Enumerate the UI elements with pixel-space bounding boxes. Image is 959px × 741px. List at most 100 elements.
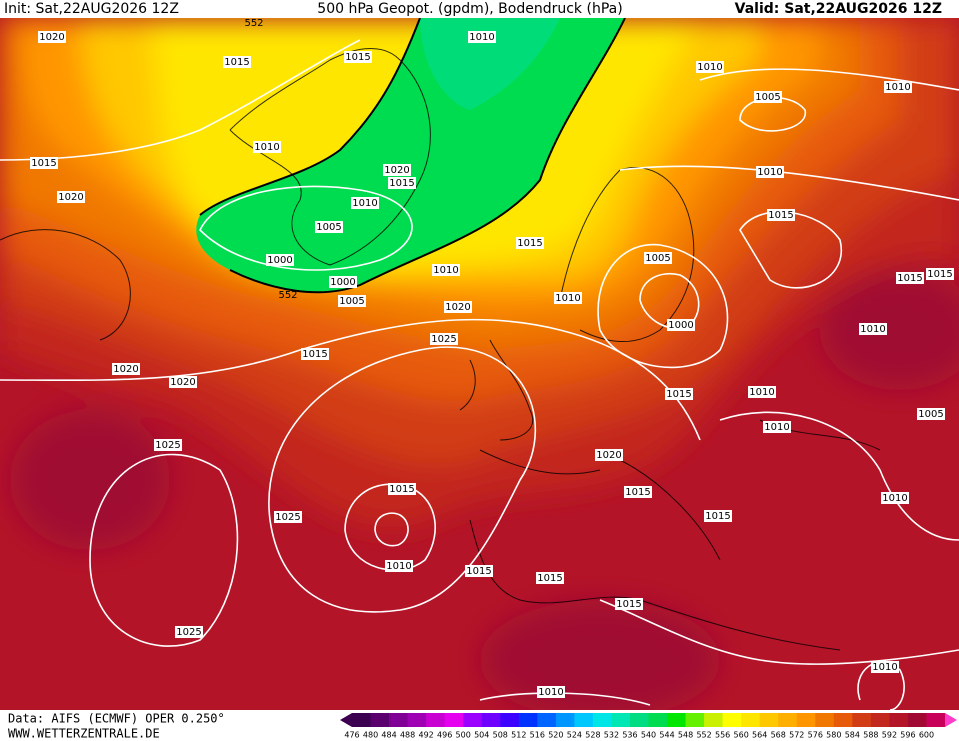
colorbar-swatch [611, 713, 631, 727]
colorbar-swatch [500, 713, 520, 727]
isobar-label-box [896, 272, 924, 284]
contour-label: 552 [244, 18, 263, 29]
colorbar-swatch [537, 713, 557, 727]
isobar-label: 1025 [431, 334, 456, 345]
isobar-label-box [859, 323, 887, 335]
isobar-label: 1015 [345, 52, 370, 63]
isobar-label: 1010 [872, 662, 897, 673]
isobar-label: 1025 [155, 440, 180, 451]
isobar-label: 1025 [275, 512, 300, 523]
isobar-label-box [169, 376, 197, 388]
isobar-label: 1020 [596, 450, 621, 461]
isobar-label-box [624, 486, 652, 498]
isobar-label-box [57, 191, 85, 203]
isobar-label: 1005 [339, 296, 364, 307]
isobar-label-box [667, 319, 695, 331]
isobar-label-box [748, 386, 776, 398]
colorbar-label: 480 [363, 731, 378, 740]
isobar-label: 1015 [537, 573, 562, 584]
colorbar-label: 556 [715, 731, 730, 740]
isobar-label-box [756, 166, 784, 178]
colorbar-swatch [667, 713, 687, 727]
isobar-label: 1010 [555, 293, 580, 304]
isobar-label: 1010 [764, 422, 789, 433]
isobar-label: 1010 [860, 324, 885, 335]
isobar-label-box [266, 254, 294, 266]
colorbar-label: 524 [567, 731, 582, 740]
colorbar-label: 504 [474, 731, 489, 740]
isobar-label-box [351, 197, 379, 209]
isobar-label-box [385, 560, 413, 572]
isobar-label: 1010 [254, 142, 279, 153]
isobar-label: 1005 [645, 253, 670, 264]
colorbar-label: 560 [734, 731, 749, 740]
colorbar-label: 496 [437, 731, 452, 740]
isobar-label: 1015 [466, 566, 491, 577]
colorbar-swatch [352, 713, 372, 727]
isobar-label: 1015 [768, 210, 793, 221]
isobar-label-box [884, 81, 912, 93]
isobar-label-box [388, 483, 416, 495]
isobar-label-box [516, 237, 544, 249]
colorbar-swatch [741, 713, 761, 727]
colorbar-swatch [463, 713, 483, 727]
isobar-label-box [926, 268, 954, 280]
isobar-label-box [30, 157, 58, 169]
isobar-label-box [644, 252, 672, 264]
isobar-label: 1020 [384, 165, 409, 176]
colorbar-label: 568 [771, 731, 786, 740]
isobar-label: 1010 [749, 387, 774, 398]
colorbar-swatch [852, 713, 872, 727]
isobar-label-box [388, 177, 416, 189]
isobar-label: 1015 [616, 599, 641, 610]
colorbar-label: 548 [678, 731, 693, 740]
colorbar-end [945, 713, 957, 727]
colorbar-swatch [722, 713, 742, 727]
isobar-label: 1010 [757, 167, 782, 178]
isobar-label-box [253, 141, 281, 153]
colorbar-label: 508 [493, 731, 508, 740]
isobar-label: 1005 [918, 409, 943, 420]
isobar-label-box [554, 292, 582, 304]
colorbar-swatch [648, 713, 668, 727]
colorbar-label: 488 [400, 731, 415, 740]
colorbar-label: 532 [604, 731, 619, 740]
isobar-label: 1015 [31, 158, 56, 169]
isobar-label: 1015 [389, 178, 414, 189]
isobar-label-box [175, 626, 203, 638]
isobar-label-box [315, 221, 343, 233]
colorbar-swatch [370, 713, 390, 727]
colorbar-label: 536 [622, 731, 637, 740]
colorbar: 476 480 484 488 492 496 500 504 508 512 516 520 524 5… [340, 713, 957, 740]
colorbar-label: 540 [641, 731, 656, 740]
colorbar-label: 580 [826, 731, 841, 740]
init-time: Init: Sat,22AUG2026 12Z [4, 1, 179, 17]
colorbar-swatch [426, 713, 446, 727]
colorbar-label: 484 [381, 731, 396, 740]
isobar-label-box [615, 598, 643, 610]
isobar-label: 1025 [176, 627, 201, 638]
colorbar-swatch [778, 713, 798, 727]
isobar-label: 1020 [113, 364, 138, 375]
isobar-label-box [537, 686, 565, 698]
colorbar-swatch [481, 713, 501, 727]
colorbar-label: 592 [882, 731, 897, 740]
isobar-label-box [696, 61, 724, 73]
isobar-label: 1000 [668, 320, 693, 331]
isobar-label: 1010 [469, 32, 494, 43]
isobar-label: 1010 [697, 62, 722, 73]
colorbar-label: 492 [418, 731, 433, 740]
isobar-label-box [468, 31, 496, 43]
colorbar-swatch [833, 713, 853, 727]
isobar-label: 1010 [882, 493, 907, 504]
isobar-label: 1000 [267, 255, 292, 266]
colorbar-swatch [592, 713, 612, 727]
colorbar-label: 584 [845, 731, 860, 740]
isobar-label-box [223, 56, 251, 68]
colorbar-label: 588 [863, 731, 878, 740]
colorbar-swatch [555, 713, 575, 727]
website: WWW.WETTERZENTRALE.DE [8, 727, 160, 741]
map-title: 500 hPa Geopot. (gpdm), Bodendruck (hPa) [317, 1, 622, 17]
colorbar-swatch [907, 713, 927, 727]
